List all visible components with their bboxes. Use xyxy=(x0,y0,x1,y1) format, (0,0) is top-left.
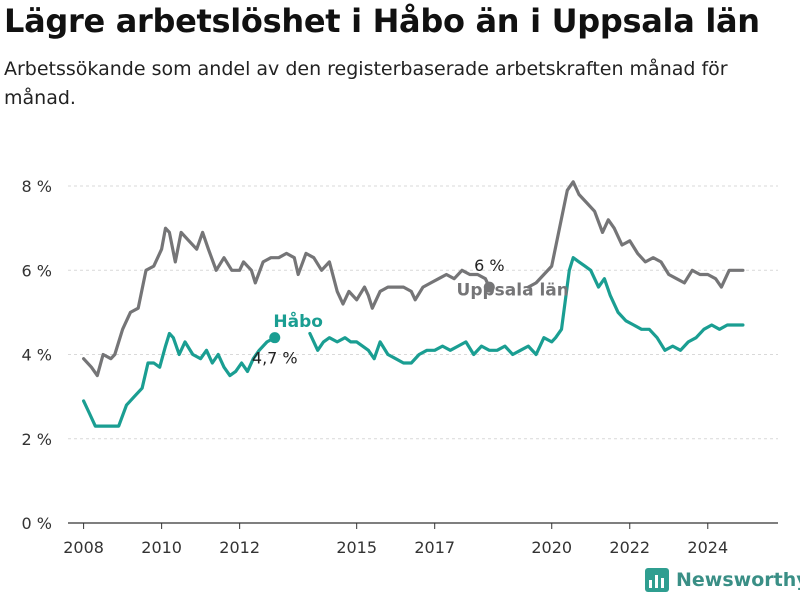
end-point-marker xyxy=(483,281,495,293)
x-tick-label: 2010 xyxy=(141,538,182,557)
end-value-label: 4,7 % xyxy=(252,349,298,368)
y-tick-label: 8 % xyxy=(22,177,52,196)
y-tick-label: 4 % xyxy=(22,346,52,365)
series-line xyxy=(82,331,277,428)
y-tick-label: 2 % xyxy=(22,430,52,449)
series-line xyxy=(526,180,745,289)
y-tick-label: 0 % xyxy=(22,514,52,533)
end-point-marker xyxy=(269,332,281,344)
x-tick-label: 2015 xyxy=(336,538,377,557)
end-value-label: 6 % xyxy=(474,256,504,275)
series-label: Uppsala län xyxy=(457,281,569,301)
x-tick-label: 2017 xyxy=(414,538,455,557)
x-tick-label: 2008 xyxy=(63,538,104,557)
chart-subtitle: Arbetssökande som andel av den registerb… xyxy=(4,58,728,109)
x-tick-label: 2022 xyxy=(609,538,650,557)
y-tick-label: 6 % xyxy=(22,261,52,280)
series-layer xyxy=(82,180,745,428)
x-tick-label: 2024 xyxy=(687,538,728,557)
x-tick-label: 2020 xyxy=(531,538,572,557)
label-layer: 6 % 4,7 % Uppsala län Håbo xyxy=(252,256,569,368)
series-line xyxy=(82,226,491,378)
axis-layer: 0 % 2 % 4 % 6 % 8 % 2008 2010 2012 2015 2017 2020 2… xyxy=(22,177,778,557)
chart-title: Lägre arbetslöshet i Håbo än i Uppsala l… xyxy=(4,2,760,40)
x-tick-label: 2012 xyxy=(219,538,260,557)
newsworthy-logo: Newsworthy xyxy=(645,568,800,592)
series-line xyxy=(308,256,745,365)
bar-chart-icon xyxy=(645,568,669,592)
brand-name: Newsworthy xyxy=(676,569,800,591)
grid-layer xyxy=(68,185,778,440)
series-label: Håbo xyxy=(273,310,323,332)
